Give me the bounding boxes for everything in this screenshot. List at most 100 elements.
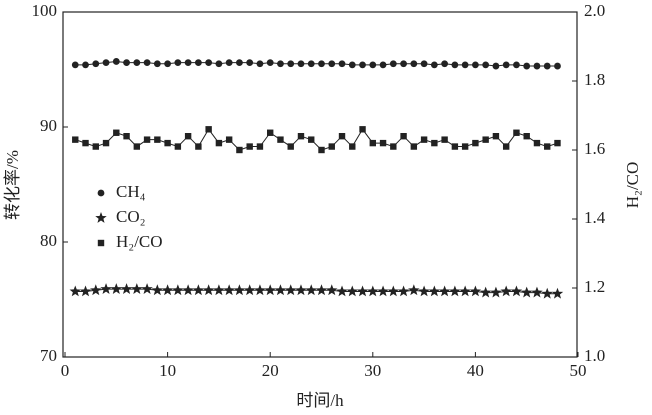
data-point [154, 136, 161, 143]
data-point [143, 136, 151, 143]
data-point [318, 146, 325, 154]
data-point [174, 143, 182, 150]
data-point [348, 61, 356, 69]
data-point [318, 60, 325, 68]
data-point [554, 139, 561, 147]
data-point [182, 284, 194, 296]
data-point [161, 284, 174, 296]
y-tick-label: 80 [40, 231, 57, 250]
y-tick-label: 90 [40, 116, 57, 135]
data-point [243, 284, 256, 296]
data-point [449, 285, 461, 297]
legend-label: CO₂ [116, 207, 146, 226]
data-point [482, 61, 490, 69]
data-point [266, 59, 274, 66]
data-point [482, 136, 489, 143]
data-point [338, 133, 346, 140]
y2-tick-label: 1.4 [584, 208, 606, 227]
data-point [554, 62, 561, 70]
data-point [307, 60, 315, 68]
data-point [225, 136, 233, 143]
data-point [225, 59, 233, 66]
data-point [326, 284, 338, 296]
x-tick-label: 30 [364, 361, 381, 380]
data-point [184, 59, 192, 66]
data-point [359, 61, 366, 69]
data-point [133, 143, 141, 150]
data-point [397, 285, 410, 297]
data-point [141, 283, 153, 294]
data-point [143, 59, 151, 66]
data-point [297, 60, 305, 68]
data-point [215, 139, 223, 147]
data-point [461, 61, 469, 69]
data-point [410, 143, 418, 150]
data-point [544, 143, 551, 150]
data-point [205, 59, 213, 66]
data-point [400, 133, 407, 140]
y2-tick-label: 1.0 [584, 346, 605, 365]
legend-marker [97, 239, 105, 247]
y-tick-label: 100 [32, 1, 58, 20]
data-point [451, 143, 459, 150]
data-point [233, 284, 246, 296]
data-point [369, 61, 377, 69]
data-point [113, 129, 120, 136]
data-point [461, 143, 469, 150]
data-point [102, 139, 110, 147]
y2-tick-label: 1.6 [584, 139, 605, 158]
data-point [428, 285, 441, 297]
data-point [338, 60, 346, 68]
data-point [223, 284, 235, 296]
data-point [102, 59, 110, 66]
data-point [531, 286, 543, 298]
data-point [377, 285, 389, 297]
data-point [277, 60, 284, 68]
data-point [420, 60, 428, 68]
data-point [192, 284, 205, 296]
data-point [274, 284, 287, 296]
data-point [71, 61, 79, 69]
data-point [400, 60, 407, 68]
data-point [441, 60, 449, 68]
data-point [502, 61, 510, 69]
data-point [277, 136, 284, 143]
data-point [92, 143, 99, 150]
data-point [254, 284, 266, 296]
data-point [174, 59, 182, 66]
data-point [287, 60, 295, 68]
data-point [472, 139, 479, 147]
data-point [420, 136, 428, 143]
data-point [430, 61, 438, 69]
data-point [500, 285, 512, 297]
data-point [379, 139, 387, 147]
data-point [523, 133, 530, 140]
x-tick-label: 10 [159, 361, 176, 380]
data-point [264, 284, 276, 296]
x-axis-label: 时间/h [296, 391, 344, 410]
y-tick-label: 70 [40, 346, 57, 365]
data-point [367, 285, 379, 297]
data-point [513, 61, 520, 69]
data-point [308, 136, 315, 143]
data-point [523, 62, 531, 70]
x-tick-label: 20 [262, 361, 279, 380]
data-point [120, 283, 133, 294]
data-point [110, 283, 123, 294]
data-point [213, 284, 225, 296]
data-point [349, 143, 356, 150]
data-point [490, 286, 502, 298]
data-point [100, 283, 112, 294]
data-point [533, 62, 541, 70]
legend-label: CH₄ [116, 182, 146, 201]
data-point [164, 139, 171, 147]
plot-frame [62, 11, 578, 358]
legend-marker [95, 212, 107, 223]
x-tick-label: 0 [61, 361, 70, 380]
data-point [164, 60, 172, 68]
legend-label: H₂/CO [116, 232, 163, 251]
data-point [459, 285, 471, 297]
y2-tick-label: 1.8 [584, 70, 605, 89]
data-point [541, 287, 553, 299]
y2-tick-label: 1.2 [584, 277, 605, 296]
